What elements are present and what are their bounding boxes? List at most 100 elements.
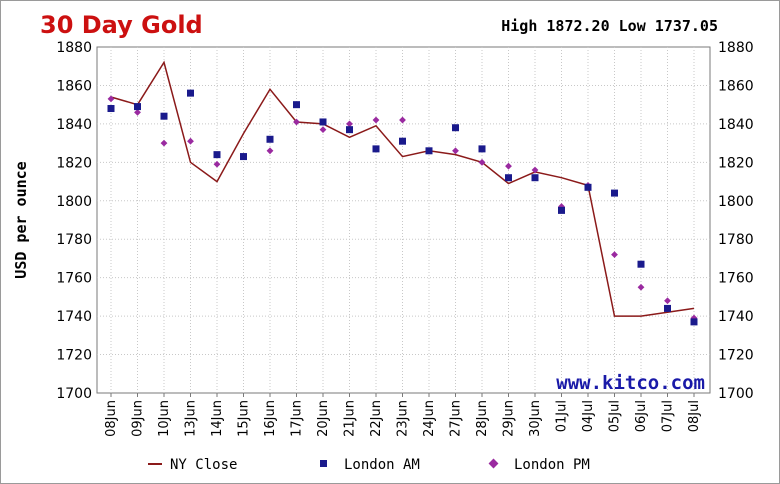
x-tick-label: 21Jun: [343, 400, 358, 437]
point-london-am: [664, 304, 671, 312]
x-tick-label: 07Jul: [661, 400, 676, 432]
y-tick-label: 1720: [56, 348, 92, 364]
x-tick-label: 14Jun: [210, 400, 225, 437]
y-axis-left: 1700 1720 1740 1760 1780 1800 1820 1840 1860 1880: [56, 40, 92, 402]
point-london-pm: [293, 118, 300, 126]
series-layer: [107, 60, 698, 326]
point-london-am: [372, 145, 380, 153]
point-london-pm: [372, 116, 380, 124]
point-london-am: [478, 145, 486, 153]
point-london-am: [213, 151, 221, 159]
watermark: www.kitco.com: [556, 372, 705, 394]
point-london-am: [240, 153, 247, 161]
y-tick-label: 1740: [718, 309, 754, 325]
point-london-pm: [213, 160, 221, 168]
x-tick-label: 23Jun: [396, 400, 411, 437]
y-tick-label: 1840: [56, 117, 92, 133]
point-london-am: [425, 147, 433, 155]
point-london-am: [346, 126, 353, 134]
y-tick-label: 1720: [718, 348, 754, 364]
point-london-am: [690, 318, 698, 326]
point-london-pm: [690, 314, 698, 322]
y-tick-label: 1880: [718, 40, 754, 56]
legend-ny-close-label: NY Close: [170, 457, 237, 473]
point-london-am: [505, 174, 512, 182]
point-london-am: [160, 112, 168, 120]
point-london-pm: [399, 116, 406, 124]
x-tick-label: 04Jul: [581, 400, 596, 432]
y-tick-label: 1700: [718, 386, 754, 402]
legend-london-am-label: London AM: [344, 457, 420, 473]
point-london-pm: [107, 95, 115, 103]
x-tick-label: 27Jun: [449, 400, 464, 437]
y-tick-label: 1740: [56, 309, 92, 325]
x-tick-label: 10Jun: [157, 400, 172, 437]
y-tick-label: 1760: [718, 271, 754, 287]
x-tick-label: 20Jun: [316, 400, 331, 437]
y-tick-label: 1760: [56, 271, 92, 287]
x-tick-label: 08Jul: [687, 400, 702, 432]
point-london-am: [319, 118, 327, 126]
y-tick-label: 1820: [718, 155, 754, 171]
x-tick-label: 01Jul: [555, 400, 570, 432]
point-london-am: [399, 137, 406, 145]
point-london-pm: [531, 166, 539, 174]
x-tick-label: 22Jun: [369, 400, 384, 437]
y-tick-label: 1700: [56, 386, 92, 402]
plot-area: [96, 46, 711, 394]
point-london-pm: [266, 147, 274, 155]
y-tick-label: 1780: [56, 232, 92, 248]
point-london-am: [558, 206, 565, 214]
point-london-am: [266, 135, 274, 143]
legend-london-pm-label: London PM: [514, 457, 590, 473]
y-tick-label: 1800: [718, 194, 754, 210]
point-london-pm: [637, 283, 645, 291]
y-tick-label: 1880: [56, 40, 92, 56]
x-tick-label: 15Jun: [237, 400, 252, 437]
point-london-am: [452, 124, 459, 132]
y-axis-label: USD per ounce: [12, 161, 30, 278]
point-london-am: [584, 183, 592, 191]
point-london-pm: [160, 139, 168, 147]
point-london-pm: [187, 137, 194, 145]
x-tick-label: 16Jun: [263, 400, 278, 437]
x-tick-label: 24Jun: [422, 400, 437, 437]
legend-london-am-swatch: [320, 460, 327, 467]
point-london-pm: [611, 251, 618, 258]
grid-lines: [97, 47, 710, 393]
y-axis-right: 1700 1720 1740 1760 1780 1800 1820 1840 1860 1880: [718, 40, 754, 402]
point-london-am: [611, 189, 618, 197]
x-tick-label: 09Jun: [131, 400, 146, 437]
y-tick-label: 1780: [718, 232, 754, 248]
point-london-am: [187, 89, 194, 97]
x-tick-label: 05Jul: [608, 400, 623, 432]
x-tick-label: 17Jun: [290, 400, 305, 437]
point-london-pm: [319, 126, 327, 134]
point-london-am: [107, 105, 115, 113]
point-london-am: [293, 101, 300, 109]
point-london-pm: [346, 120, 353, 128]
point-london-pm: [452, 147, 459, 155]
x-axis: 08Jun 09Jun 10Jun 13Jun 14Jun 15Jun 16Jun 17Jun…: [104, 393, 702, 437]
x-tick-label: 30Jun: [528, 400, 543, 437]
y-tick-label: 1820: [56, 155, 92, 171]
x-tick-label: 13Jun: [184, 400, 199, 437]
high-low-label: High 1872.20 Low 1737.05: [501, 17, 718, 35]
x-tick-label: 08Jun: [104, 400, 119, 437]
x-tick-label: 28Jun: [475, 400, 490, 437]
x-tick-label: 29Jun: [502, 400, 517, 437]
point-london-pm: [505, 162, 512, 170]
legend: NY Close London AM London PM: [148, 457, 590, 473]
point-london-am: [637, 260, 645, 268]
point-london-pm: [134, 108, 141, 116]
point-london-pm: [478, 158, 486, 166]
y-tick-label: 1860: [718, 78, 754, 94]
chart-title: 30 Day Gold: [40, 11, 203, 39]
y-tick-label: 1840: [718, 117, 754, 133]
x-tick-label: 06Jul: [634, 400, 649, 432]
legend-london-pm-swatch: [488, 458, 499, 469]
y-tick-label: 1800: [56, 194, 92, 210]
point-london-am: [134, 103, 141, 111]
point-london-pm: [664, 297, 671, 305]
